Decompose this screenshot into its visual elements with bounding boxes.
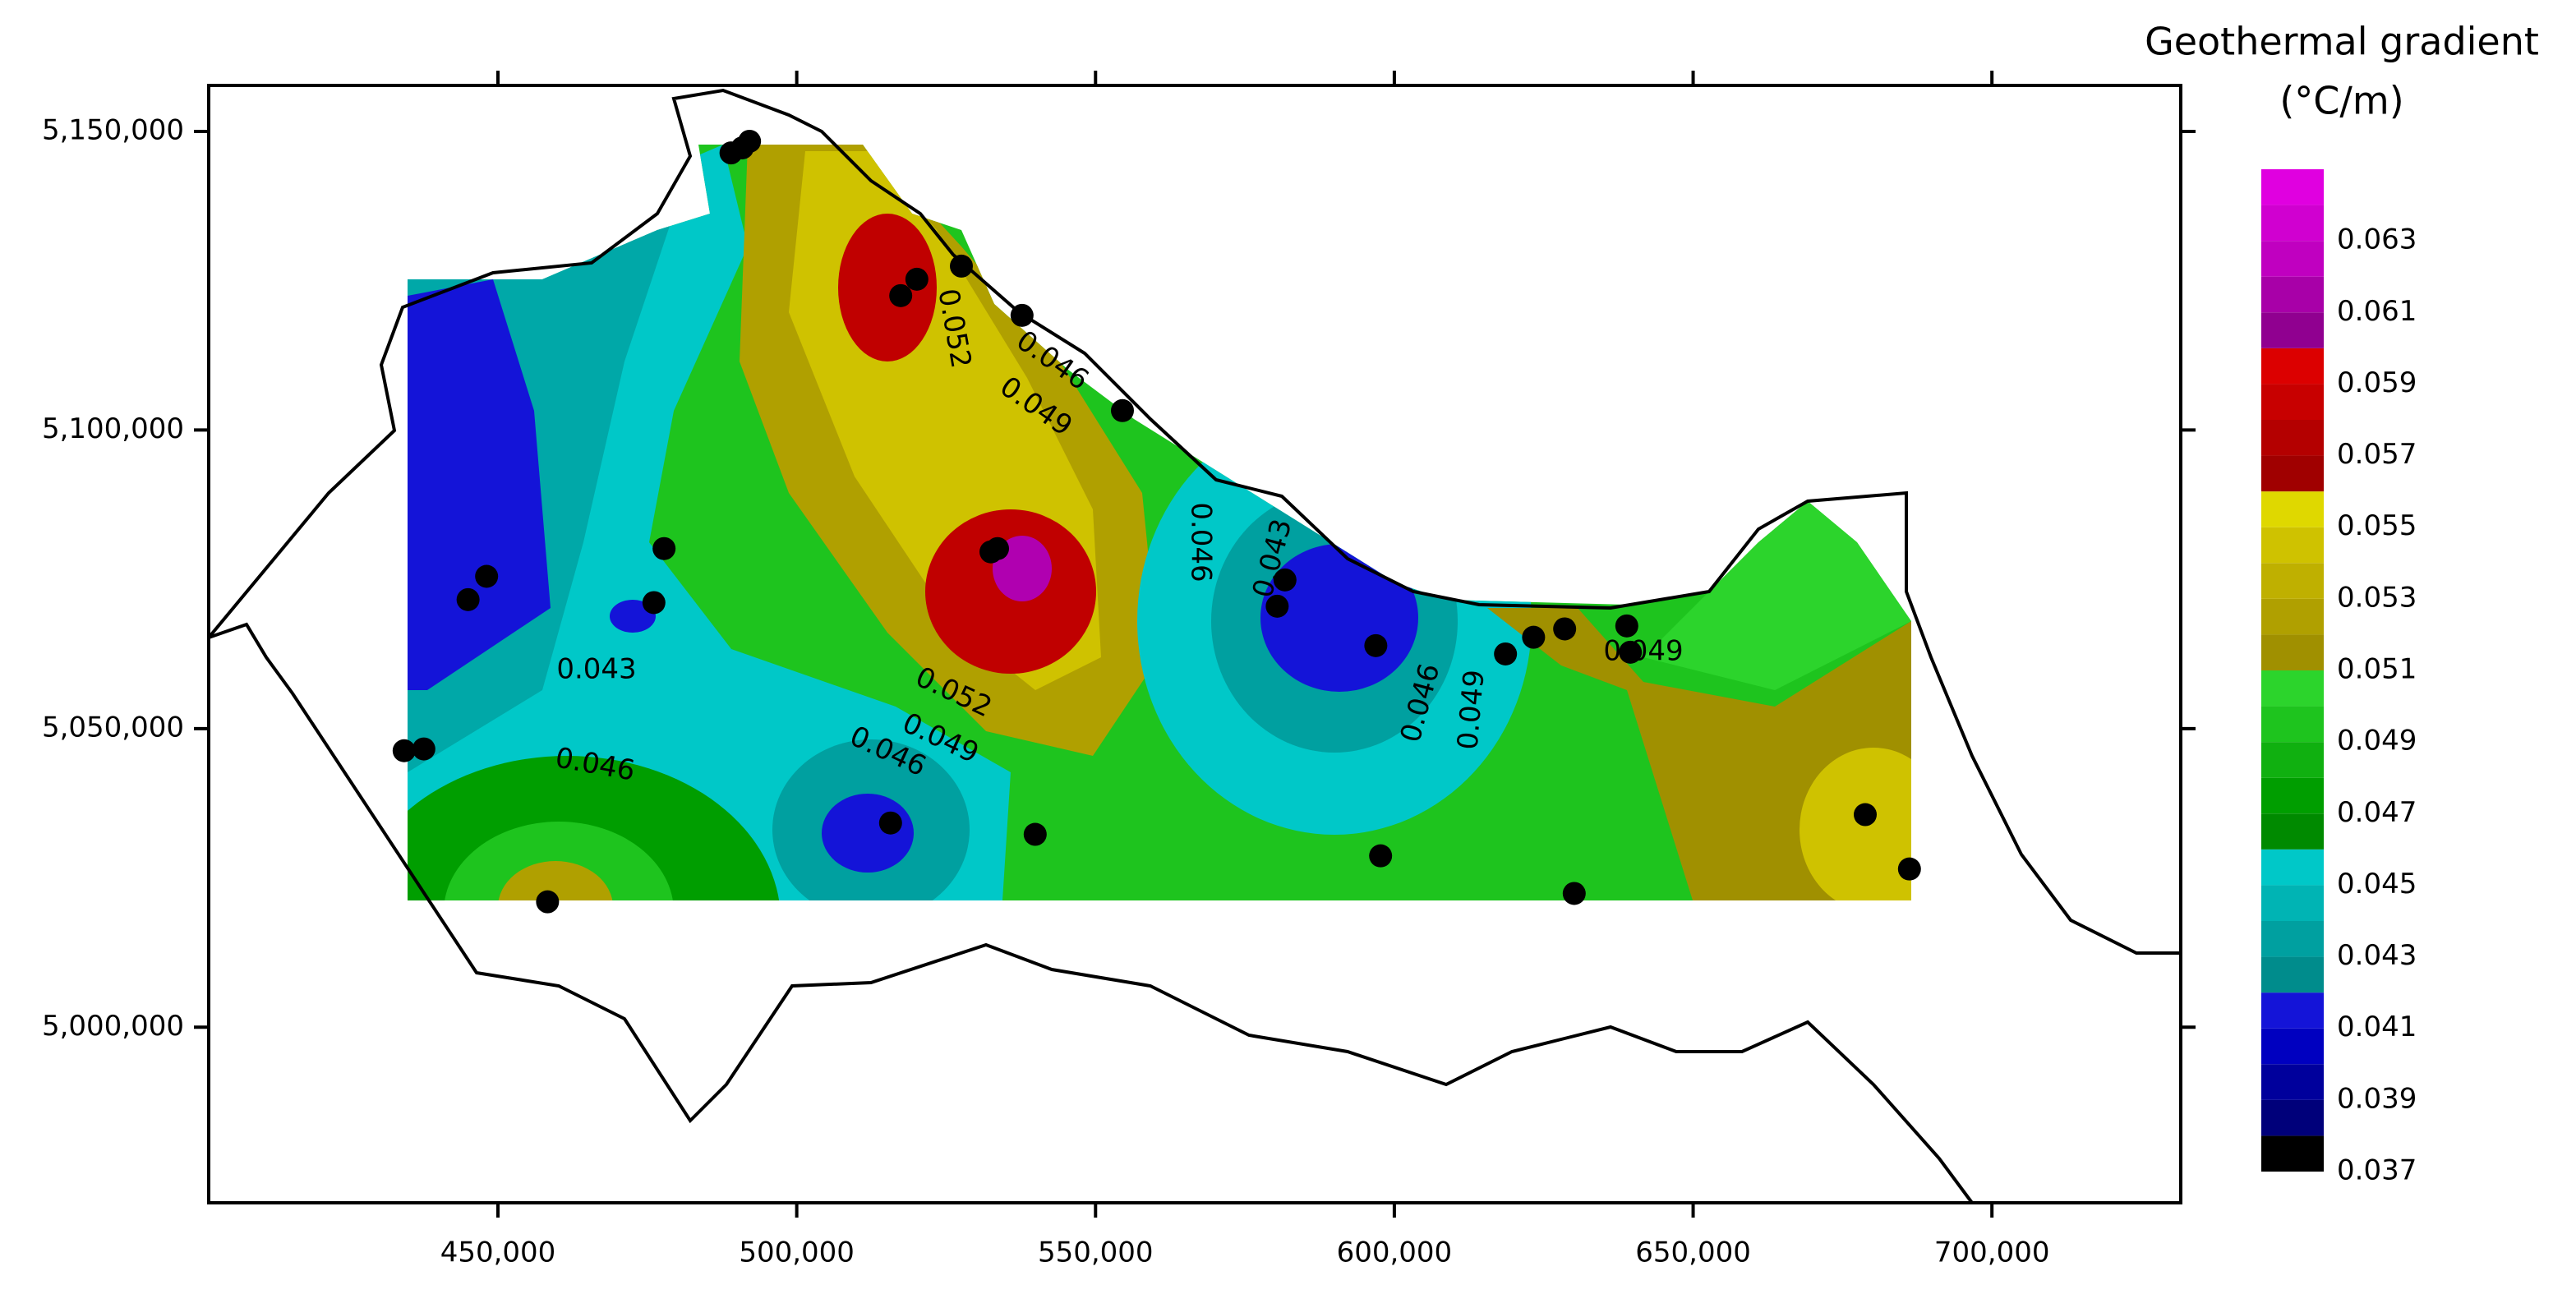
well-point [1265, 594, 1289, 618]
well-point [1364, 633, 1388, 657]
contour-label: 0.049 [1451, 669, 1491, 751]
colorbar-tick-label: 0.049 [2337, 725, 2417, 758]
colorbar-band [2261, 1064, 2324, 1100]
colorbar-band [2261, 563, 2324, 599]
well-point [1897, 857, 1921, 881]
x-tick-label: 550,000 [1038, 1236, 1154, 1269]
colorbar-band [2261, 348, 2324, 385]
colorbar-tick-label: 0.051 [2337, 653, 2417, 686]
colorbar-band [2261, 921, 2324, 957]
colorbar-band [2261, 312, 2324, 348]
colorbar-band [2261, 527, 2324, 564]
well-point [1522, 625, 1546, 649]
well-point [1619, 640, 1643, 664]
well-point [1494, 642, 1518, 665]
x-tick-label: 700,000 [1934, 1236, 2050, 1269]
well-point [738, 129, 762, 153]
x-tick-label: 650,000 [1635, 1236, 1751, 1269]
gradient-surface [408, 145, 1911, 900]
y-tick-label: 5,050,000 [42, 711, 184, 744]
well-point [905, 267, 929, 291]
well-point [1273, 568, 1297, 592]
colorbar-band [2261, 670, 2324, 707]
colorbar-tick-label: 0.041 [2337, 1011, 2417, 1043]
y-tick-label: 5,150,000 [42, 113, 184, 146]
well-point [652, 536, 676, 560]
well-point [536, 890, 560, 914]
colorbar-tick-label: 0.043 [2337, 939, 2417, 972]
colorbar-band [2261, 777, 2324, 814]
contour-label: 0.046 [1185, 502, 1218, 582]
well-point [1111, 398, 1134, 422]
colorbar-tick-label: 0.059 [2337, 366, 2417, 399]
colorbar-band [2261, 384, 2324, 420]
colorbar-band [2261, 598, 2324, 635]
colorbar-band [2261, 813, 2324, 850]
well-point [412, 737, 435, 761]
colorbar-band [2261, 956, 2324, 993]
well-point [1369, 844, 1393, 868]
colorbar-tick-label: 0.037 [2337, 1154, 2417, 1187]
x-tick-label: 600,000 [1337, 1236, 1453, 1269]
colorbar-tick-label: 0.053 [2337, 581, 2417, 614]
well-point [986, 536, 1009, 560]
colorbar-tick-label: 0.047 [2337, 796, 2417, 829]
contour-label: 0.049 [1603, 635, 1683, 668]
well-point [1615, 614, 1638, 638]
colorbar-band [2261, 1099, 2324, 1136]
well-point [1562, 882, 1586, 905]
contour-label: 0.043 [556, 653, 636, 686]
well-point [1023, 822, 1047, 846]
colorbar-band [2261, 241, 2324, 277]
well-point [1854, 803, 1877, 827]
well-point [475, 564, 499, 588]
colorbar-tick-label: 0.055 [2337, 509, 2417, 542]
colorbar-unit: (°C/m) [2279, 79, 2403, 123]
colorbar-band [2261, 992, 2324, 1029]
colorbar-band [2261, 276, 2324, 313]
colorbar-band [2261, 634, 2324, 670]
x-tick-label: 500,000 [739, 1236, 855, 1269]
well-point [642, 591, 666, 615]
colorbar-band [2261, 491, 2324, 527]
boundary-outline [208, 622, 1974, 1204]
colorbar-title: Geothermal gradient [2145, 20, 2539, 64]
well-point [878, 811, 902, 835]
colorbar-band [2261, 169, 2324, 205]
colorbar-tick-label: 0.057 [2337, 438, 2417, 471]
x-tick-label: 450,000 [440, 1236, 556, 1269]
colorbar-tick-label: 0.063 [2337, 223, 2417, 256]
colorbar-band [2261, 742, 2324, 778]
colorbar-tick-label: 0.061 [2337, 295, 2417, 328]
map-frame [207, 84, 2182, 1204]
colorbar-band [2261, 1028, 2324, 1065]
well-point [950, 254, 973, 278]
colorbar-tick-label: 0.039 [2337, 1082, 2417, 1115]
colorbar-band [2261, 885, 2324, 921]
colorbar-band [2261, 455, 2324, 492]
colorbar-band [2261, 706, 2324, 743]
colorbar-band [2261, 205, 2324, 242]
well-point [889, 283, 913, 307]
colorbar-band [2261, 849, 2324, 886]
y-tick-label: 5,000,000 [42, 1010, 184, 1043]
colorbar-band [2261, 1135, 2324, 1172]
boundary-outline [207, 88, 2181, 955]
well-point [392, 739, 416, 762]
well-point [1553, 617, 1577, 641]
colorbar-band [2261, 420, 2324, 456]
well-point [456, 587, 480, 611]
well-point [1010, 303, 1034, 327]
y-tick-label: 5,100,000 [42, 412, 184, 445]
colorbar-tick-label: 0.045 [2337, 868, 2417, 900]
